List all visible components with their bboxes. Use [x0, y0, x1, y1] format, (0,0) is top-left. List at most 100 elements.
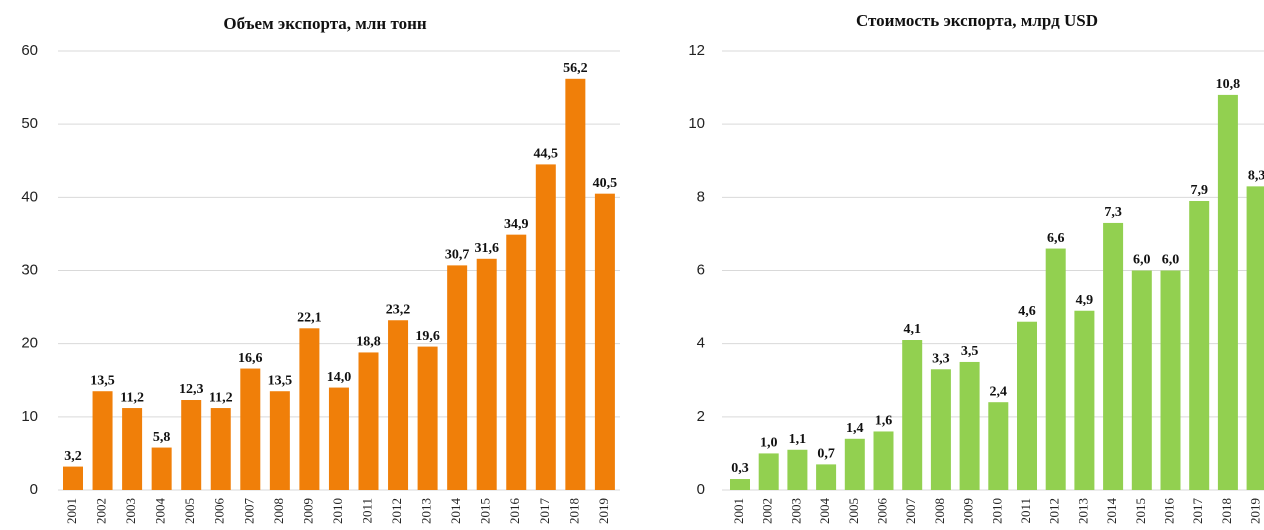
bar — [758, 453, 779, 490]
data-label: 3,5 — [961, 344, 979, 359]
bar — [959, 361, 980, 490]
x-tick-label: 2016 — [507, 498, 522, 525]
data-label: 1,6 — [875, 414, 893, 429]
x-tick-label: 2008 — [271, 498, 286, 524]
bar — [388, 320, 409, 490]
data-label: 1,1 — [789, 432, 807, 447]
x-tick-label: 2016 — [1161, 498, 1176, 525]
y-tick-label: 0 — [30, 481, 38, 498]
bar — [902, 340, 923, 490]
y-tick-label: 30 — [21, 261, 38, 278]
x-tick-label: 2002 — [760, 498, 775, 524]
y-tick-label: 20 — [21, 335, 38, 352]
x-tick-label: 2012 — [1047, 498, 1062, 524]
data-label: 5,8 — [153, 430, 171, 445]
bar — [1246, 186, 1264, 490]
data-label: 19,6 — [415, 329, 440, 344]
bar — [787, 449, 808, 490]
bar — [565, 78, 586, 490]
bar — [1160, 270, 1181, 490]
bar — [930, 369, 951, 490]
data-label: 18,8 — [356, 335, 381, 350]
x-tick-label: 2010 — [989, 498, 1004, 524]
bar — [535, 164, 556, 491]
y-tick-label: 10 — [688, 115, 705, 132]
data-label: 40,5 — [593, 176, 618, 191]
data-label: 4,1 — [903, 322, 921, 337]
bar — [988, 402, 1009, 490]
data-label: 7,3 — [1104, 205, 1122, 220]
bar — [1131, 270, 1152, 490]
y-tick-label: 60 — [21, 42, 38, 59]
data-label: 22,1 — [297, 311, 322, 326]
bar — [476, 258, 497, 490]
x-tick-label: 2003 — [123, 498, 138, 524]
x-tick-label: 2018 — [1219, 498, 1234, 524]
x-tick-label: 2006 — [874, 498, 889, 525]
bar — [594, 193, 615, 491]
x-tick-label: 2019 — [1248, 498, 1263, 524]
x-tick-label: 2014 — [448, 498, 463, 525]
bar — [1189, 200, 1210, 490]
bar — [122, 408, 143, 490]
data-label: 44,5 — [534, 147, 559, 162]
data-label: 13,5 — [90, 373, 115, 388]
data-label: 34,9 — [504, 217, 529, 232]
x-tick-label: 2013 — [1075, 498, 1090, 524]
y-tick-label: 12 — [688, 42, 705, 59]
chart-title: Объем экспорта, млн тонн — [223, 14, 427, 33]
data-label: 11,2 — [120, 390, 144, 405]
data-label: 8,3 — [1248, 169, 1264, 184]
y-tick-label: 40 — [21, 188, 38, 205]
x-tick-label: 2019 — [596, 498, 611, 524]
y-tick-label: 4 — [697, 335, 705, 352]
y-tick-label: 8 — [697, 188, 705, 205]
x-tick-label: 2004 — [153, 498, 168, 525]
x-tick-label: 2014 — [1104, 498, 1119, 525]
data-label: 0,3 — [731, 461, 749, 476]
bar — [506, 234, 527, 490]
bar — [151, 447, 172, 490]
data-label: 23,2 — [386, 302, 411, 317]
bar — [1017, 321, 1037, 490]
x-tick-label: 2017 — [1190, 498, 1205, 525]
x-tick-label: 2018 — [566, 498, 581, 524]
data-label: 10,8 — [1216, 77, 1241, 92]
x-tick-label: 2006 — [212, 498, 227, 525]
x-tick-label: 2011 — [1018, 498, 1033, 524]
data-label: 7,9 — [1190, 183, 1208, 198]
x-tick-label: 2005 — [846, 498, 861, 524]
y-tick-label: 10 — [21, 408, 38, 425]
x-tick-label: 2005 — [182, 498, 197, 524]
x-tick-label: 2012 — [389, 498, 404, 524]
x-tick-label: 2010 — [330, 498, 345, 524]
bar — [447, 265, 468, 490]
data-label: 12,3 — [179, 382, 204, 397]
bar — [358, 352, 379, 490]
x-tick-label: 2015 — [478, 498, 493, 524]
bar — [1074, 310, 1095, 490]
data-label: 14,0 — [327, 370, 352, 385]
data-label: 6,6 — [1047, 231, 1065, 246]
y-tick-label: 6 — [697, 261, 705, 278]
bar — [730, 479, 750, 490]
x-tick-label: 2001 — [64, 498, 79, 524]
x-tick-label: 2002 — [94, 498, 109, 524]
data-label: 3,2 — [64, 449, 82, 464]
x-tick-label: 2001 — [731, 498, 746, 524]
data-label: 1,0 — [760, 436, 778, 451]
data-label: 6,0 — [1162, 253, 1180, 268]
x-tick-label: 2007 — [241, 498, 256, 525]
data-label: 30,7 — [445, 248, 470, 263]
bar — [269, 391, 290, 490]
bar — [844, 438, 865, 490]
x-tick-label: 2017 — [537, 498, 552, 525]
data-label: 11,2 — [209, 390, 233, 405]
bar — [210, 408, 231, 490]
x-tick-label: 2008 — [932, 498, 947, 524]
x-tick-label: 2009 — [300, 498, 315, 524]
data-label: 4,9 — [1076, 293, 1094, 308]
bar — [63, 466, 83, 490]
data-label: 0,7 — [817, 447, 835, 462]
